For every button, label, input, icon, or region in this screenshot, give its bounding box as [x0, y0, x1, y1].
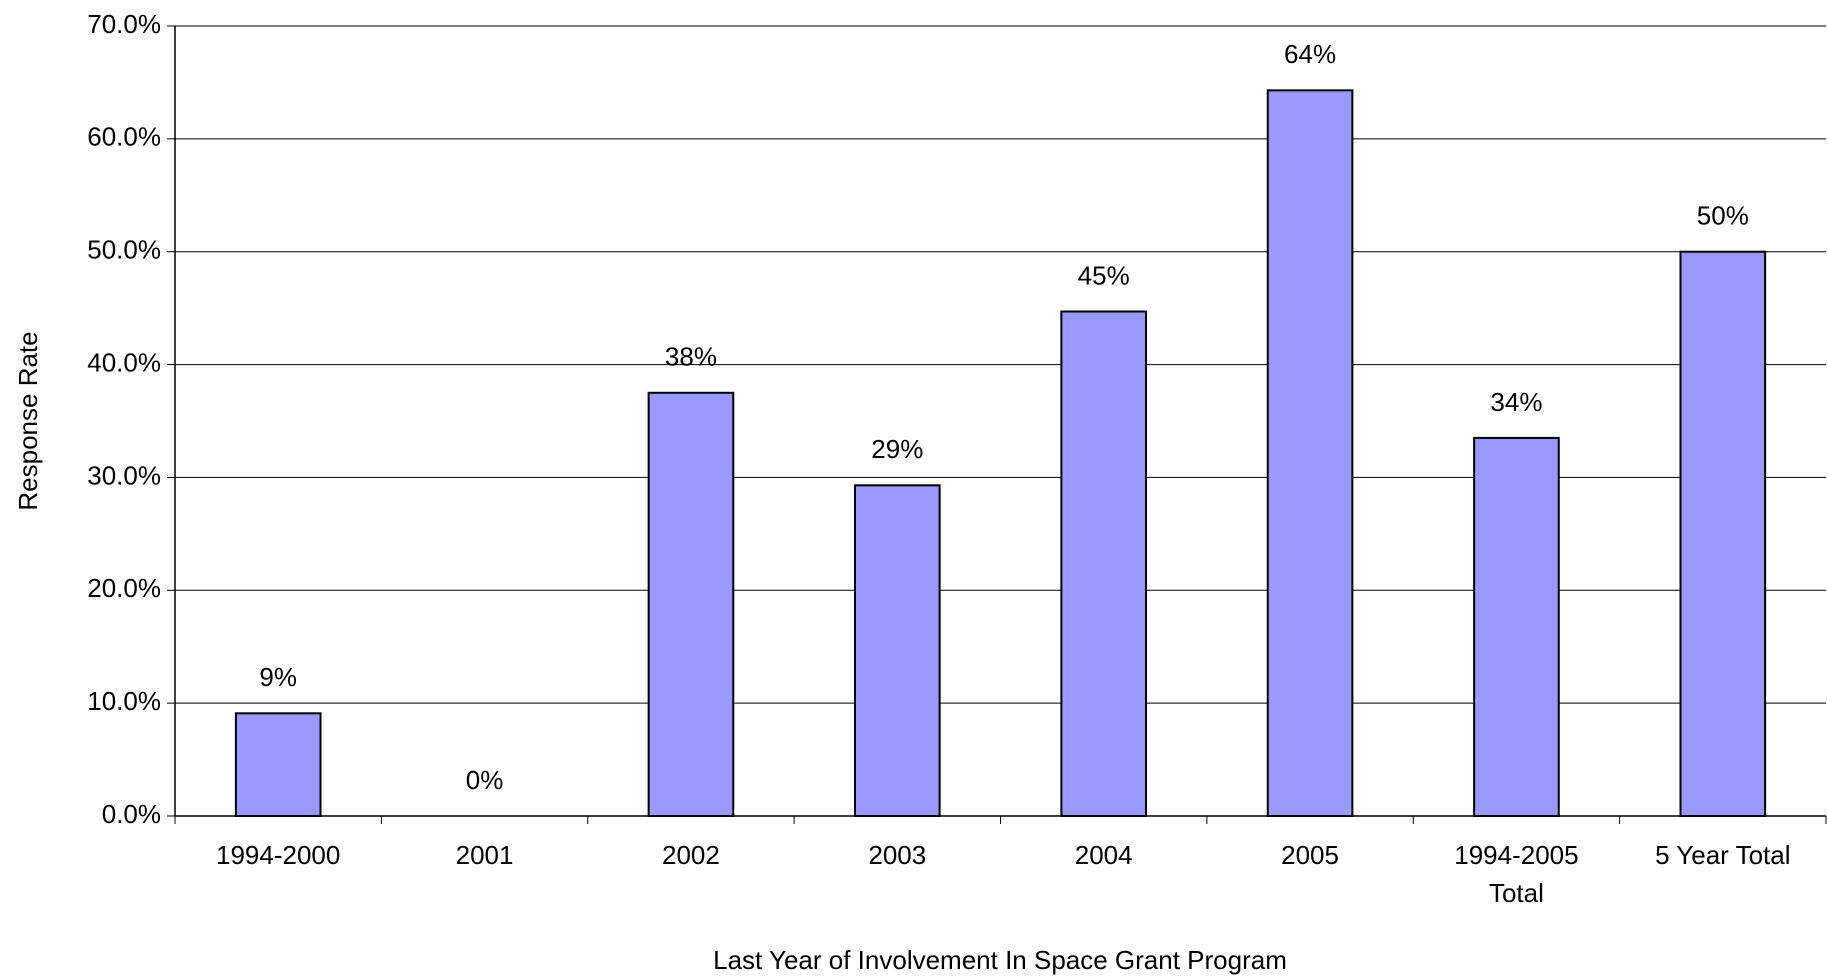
- x-tick-label: 2002: [662, 840, 720, 870]
- y-axis-label: Response Rate: [13, 331, 43, 510]
- value-label: 9%: [259, 662, 297, 692]
- x-tick-label: 1994-2000: [216, 840, 341, 870]
- value-label: 0%: [466, 765, 504, 795]
- value-label: 45%: [1078, 260, 1130, 290]
- y-tick-label: 10.0%: [87, 686, 161, 716]
- y-tick-label: 50.0%: [87, 235, 161, 265]
- value-label: 64%: [1284, 39, 1336, 69]
- x-tick-label: 1994-2005 Total: [1454, 840, 1579, 908]
- value-label: 50%: [1697, 201, 1749, 231]
- bar: [647, 391, 735, 817]
- bar: [1266, 89, 1354, 818]
- value-label: 34%: [1490, 387, 1542, 417]
- x-axis-label: Last Year of Involvement In Space Grant …: [713, 945, 1287, 975]
- value-label: 38%: [665, 342, 717, 372]
- value-label: 29%: [871, 434, 923, 464]
- y-tick-label: 70.0%: [87, 9, 161, 39]
- x-tick-label: 5 Year Total: [1655, 840, 1791, 870]
- y-tick-label: 20.0%: [87, 573, 161, 603]
- y-tick-label: 40.0%: [87, 347, 161, 377]
- bar: [1473, 436, 1560, 817]
- bar: [1060, 310, 1147, 817]
- x-tick-label: 2005: [1281, 840, 1339, 870]
- y-tick-label: 60.0%: [87, 122, 161, 152]
- bar: [1679, 250, 1767, 817]
- y-tick-label: 0.0%: [102, 799, 161, 829]
- x-tick-label: 2003: [868, 840, 927, 870]
- x-tick-label: 2001: [455, 840, 514, 870]
- y-tick-label: 30.0%: [87, 460, 161, 490]
- bar: [854, 484, 941, 817]
- x-tick-label: 2004: [1074, 840, 1133, 870]
- bar: [234, 712, 322, 817]
